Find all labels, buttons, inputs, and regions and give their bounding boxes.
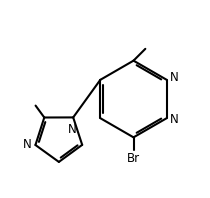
Text: Br: Br xyxy=(127,152,140,165)
Text: N: N xyxy=(68,123,77,136)
Text: N: N xyxy=(23,138,32,150)
Text: N: N xyxy=(170,113,179,126)
Text: N: N xyxy=(170,71,179,84)
